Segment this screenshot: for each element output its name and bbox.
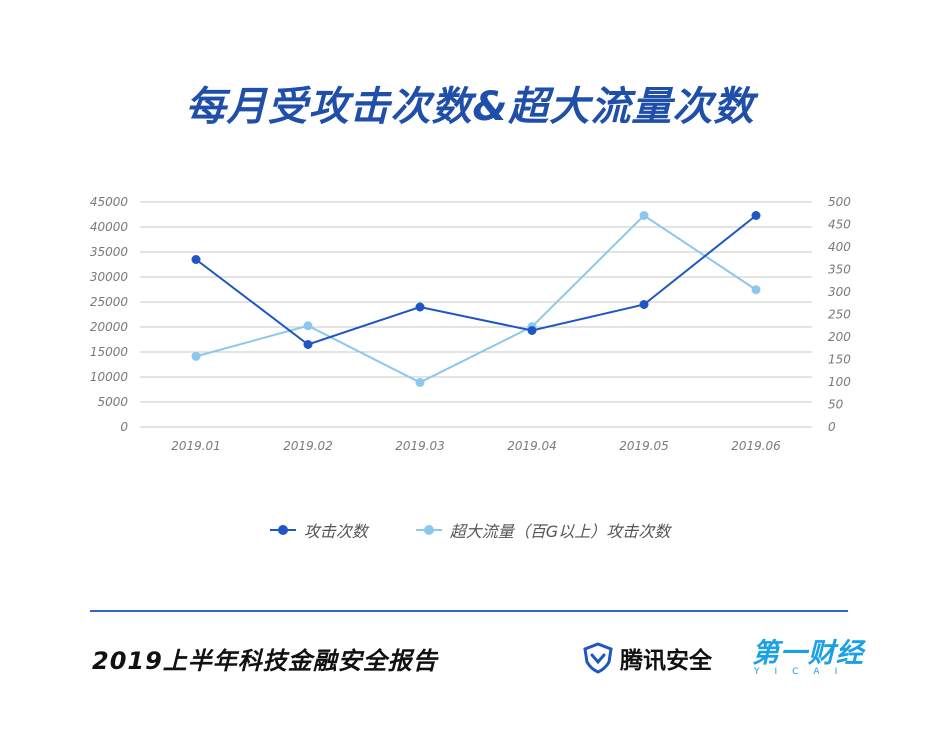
left-axis-tick-label: 5000 (97, 395, 128, 409)
yicai-text: 第一财经 (752, 638, 864, 669)
left-axis-tick-label: 35000 (90, 245, 129, 259)
data-point-large-traffic (415, 377, 425, 387)
right-axis-tick-label: 50 (828, 398, 844, 412)
chart-legend: 攻击次数 超大流量（百G以上）攻击次数 (0, 518, 940, 542)
series-line-attacks (195, 214, 757, 346)
left-axis-tick-label: 0 (120, 420, 128, 434)
series-line-large-traffic (195, 214, 757, 384)
data-point-attacks (527, 326, 537, 335)
left-axis-tick-label: 25000 (90, 295, 129, 309)
x-axis-tick-label: 2019.05 (619, 439, 669, 453)
data-point-attacks (303, 340, 313, 349)
legend-label-large-traffic: 超大流量（百G以上）攻击次数 (449, 522, 671, 541)
tencent-security-logo: 腾讯安全 (582, 641, 712, 675)
data-point-attacks (191, 255, 201, 264)
right-axis-tick-label: 350 (828, 263, 851, 277)
right-axis-tick-label: 0 (828, 420, 836, 434)
left-axis-tick-label: 15000 (90, 345, 129, 359)
left-axis-tick-label: 20000 (90, 320, 129, 334)
legend-item-attacks: 攻击次数 (269, 518, 368, 542)
data-point-attacks (639, 300, 649, 309)
right-axis-tick-label: 250 (828, 308, 851, 322)
tencent-security-text: 腾讯安全 (620, 648, 712, 674)
right-axis-tick-label: 300 (828, 285, 851, 299)
data-point-large-traffic (751, 285, 761, 295)
left-axis-tick-label: 45000 (90, 195, 129, 209)
x-axis-tick-label: 2019.02 (283, 439, 333, 453)
data-point-attacks (751, 211, 761, 220)
left-axis-tick-label: 10000 (90, 370, 129, 384)
data-point-large-traffic (639, 211, 649, 220)
left-axis-tick-label: 30000 (90, 270, 129, 284)
legend-marker-attacks (269, 524, 296, 536)
x-axis-tick-label: 2019.03 (395, 439, 445, 453)
legend-label-attacks: 攻击次数 (303, 522, 368, 541)
shield-icon (583, 642, 613, 674)
legend-item-large-traffic: 超大流量（百G以上）攻击次数 (415, 518, 671, 542)
right-axis-tick-label: 200 (828, 330, 851, 344)
yicai-logo: 第一财经 YICAI (752, 640, 864, 677)
x-axis-tick-label: 2019.06 (731, 439, 781, 453)
right-axis-tick-label: 100 (828, 375, 851, 389)
chart-title: 每月受攻击次数&超大流量次数 (185, 84, 755, 130)
right-axis-tick-label: 400 (828, 240, 851, 254)
left-axis-tick-label: 40000 (90, 220, 129, 234)
data-point-large-traffic (303, 321, 313, 331)
report-title: 2019上半年科技金融安全报告 (92, 647, 438, 675)
line-chart: 0500010000150002000025000300003500040000… (90, 195, 851, 453)
x-axis-tick-label: 2019.01 (171, 439, 221, 453)
right-axis-tick-label: 500 (828, 195, 851, 209)
yicai-subtext: YICAI (754, 667, 853, 677)
right-axis-tick-label: 150 (828, 353, 851, 367)
footer-divider (90, 610, 848, 612)
x-axis-tick-label: 2019.04 (507, 439, 557, 453)
right-axis-tick-label: 450 (828, 218, 851, 232)
data-point-large-traffic (191, 351, 201, 361)
data-point-attacks (415, 302, 425, 312)
legend-marker-large-traffic (415, 524, 442, 536)
